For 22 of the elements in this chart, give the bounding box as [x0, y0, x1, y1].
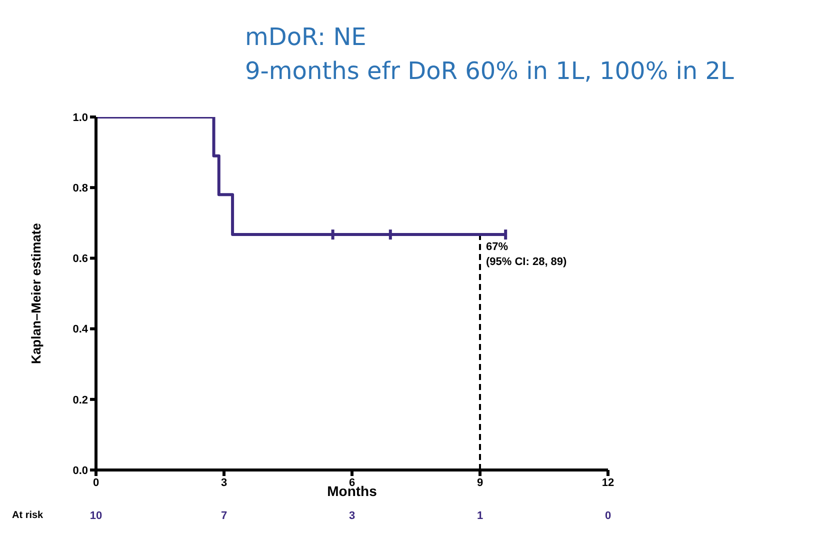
chart-subtitle: 9-months efr DoR 60% in 1L, 100% in 2L [245, 56, 734, 87]
y-axis-title: Kaplan–Meier estimate [28, 223, 44, 364]
y-tick-label: 0.0 [72, 464, 88, 477]
x-tick-label: 3 [220, 476, 228, 489]
annotation: (95% CI: 28, 89) [486, 256, 567, 268]
chart-title: mDoR: NE [245, 22, 368, 53]
y-tick-label: 0.6 [72, 253, 88, 266]
text: 3 [348, 510, 356, 522]
text: 10 [88, 510, 104, 522]
y-tick-label: 1.0 [72, 112, 88, 124]
y-tick-label: 0.4 [72, 324, 89, 336]
x-tick-label: 9 [476, 476, 484, 489]
y-tick-label: 0.2 [72, 394, 88, 406]
text: 0 [604, 510, 612, 522]
x-tick-label: 0 [92, 476, 100, 489]
text: 7 [220, 510, 228, 522]
text: 1 [476, 510, 484, 522]
x-tick-label: 6 [348, 476, 356, 489]
x-tick-label: 12 [602, 476, 614, 489]
annotation: 67% [486, 240, 508, 253]
y-tick-label: 0.8 [72, 182, 88, 195]
text: At risk [12, 510, 44, 521]
